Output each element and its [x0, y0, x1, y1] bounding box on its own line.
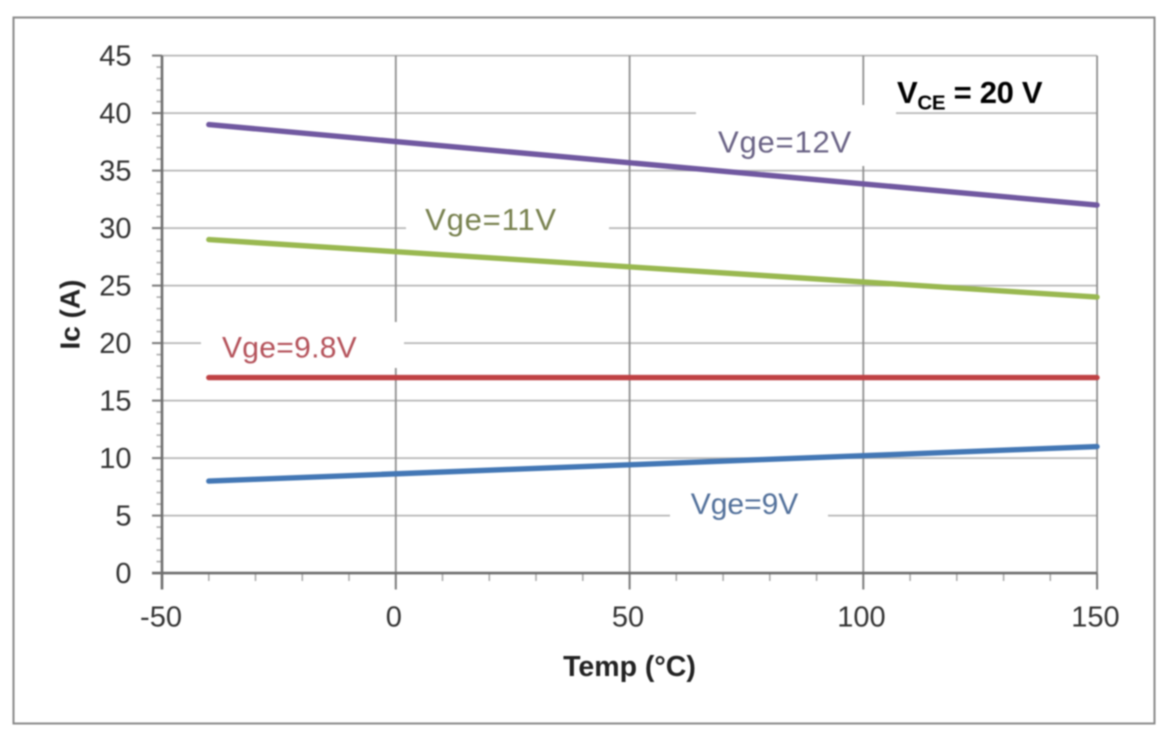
svg-text:VCE = 20 V: VCE = 20 V	[897, 75, 1043, 115]
svg-text:0: 0	[386, 602, 402, 634]
svg-text:45: 45	[99, 41, 131, 73]
svg-text:Temp (°C): Temp (°C)	[563, 651, 696, 683]
svg-text:-50: -50	[140, 602, 182, 634]
svg-text:5: 5	[115, 501, 131, 533]
svg-text:30: 30	[99, 213, 131, 245]
svg-text:0: 0	[115, 558, 131, 590]
svg-text:100: 100	[837, 602, 885, 634]
svg-text:25: 25	[99, 271, 131, 303]
svg-text:Ic (A): Ic (A)	[55, 280, 86, 350]
svg-text:40: 40	[99, 98, 131, 130]
svg-text:50: 50	[612, 602, 644, 634]
svg-text:35: 35	[99, 156, 131, 188]
svg-text:Vge=11V: Vge=11V	[425, 202, 557, 237]
svg-text:Vge=12V: Vge=12V	[718, 125, 852, 160]
svg-text:Vge=9V: Vge=9V	[691, 488, 799, 521]
svg-text:Vge=9.8V: Vge=9.8V	[222, 332, 357, 365]
svg-text:20: 20	[99, 328, 131, 360]
svg-text:10: 10	[99, 443, 131, 475]
svg-text:15: 15	[99, 386, 131, 418]
svg-text:150: 150	[1071, 602, 1119, 634]
